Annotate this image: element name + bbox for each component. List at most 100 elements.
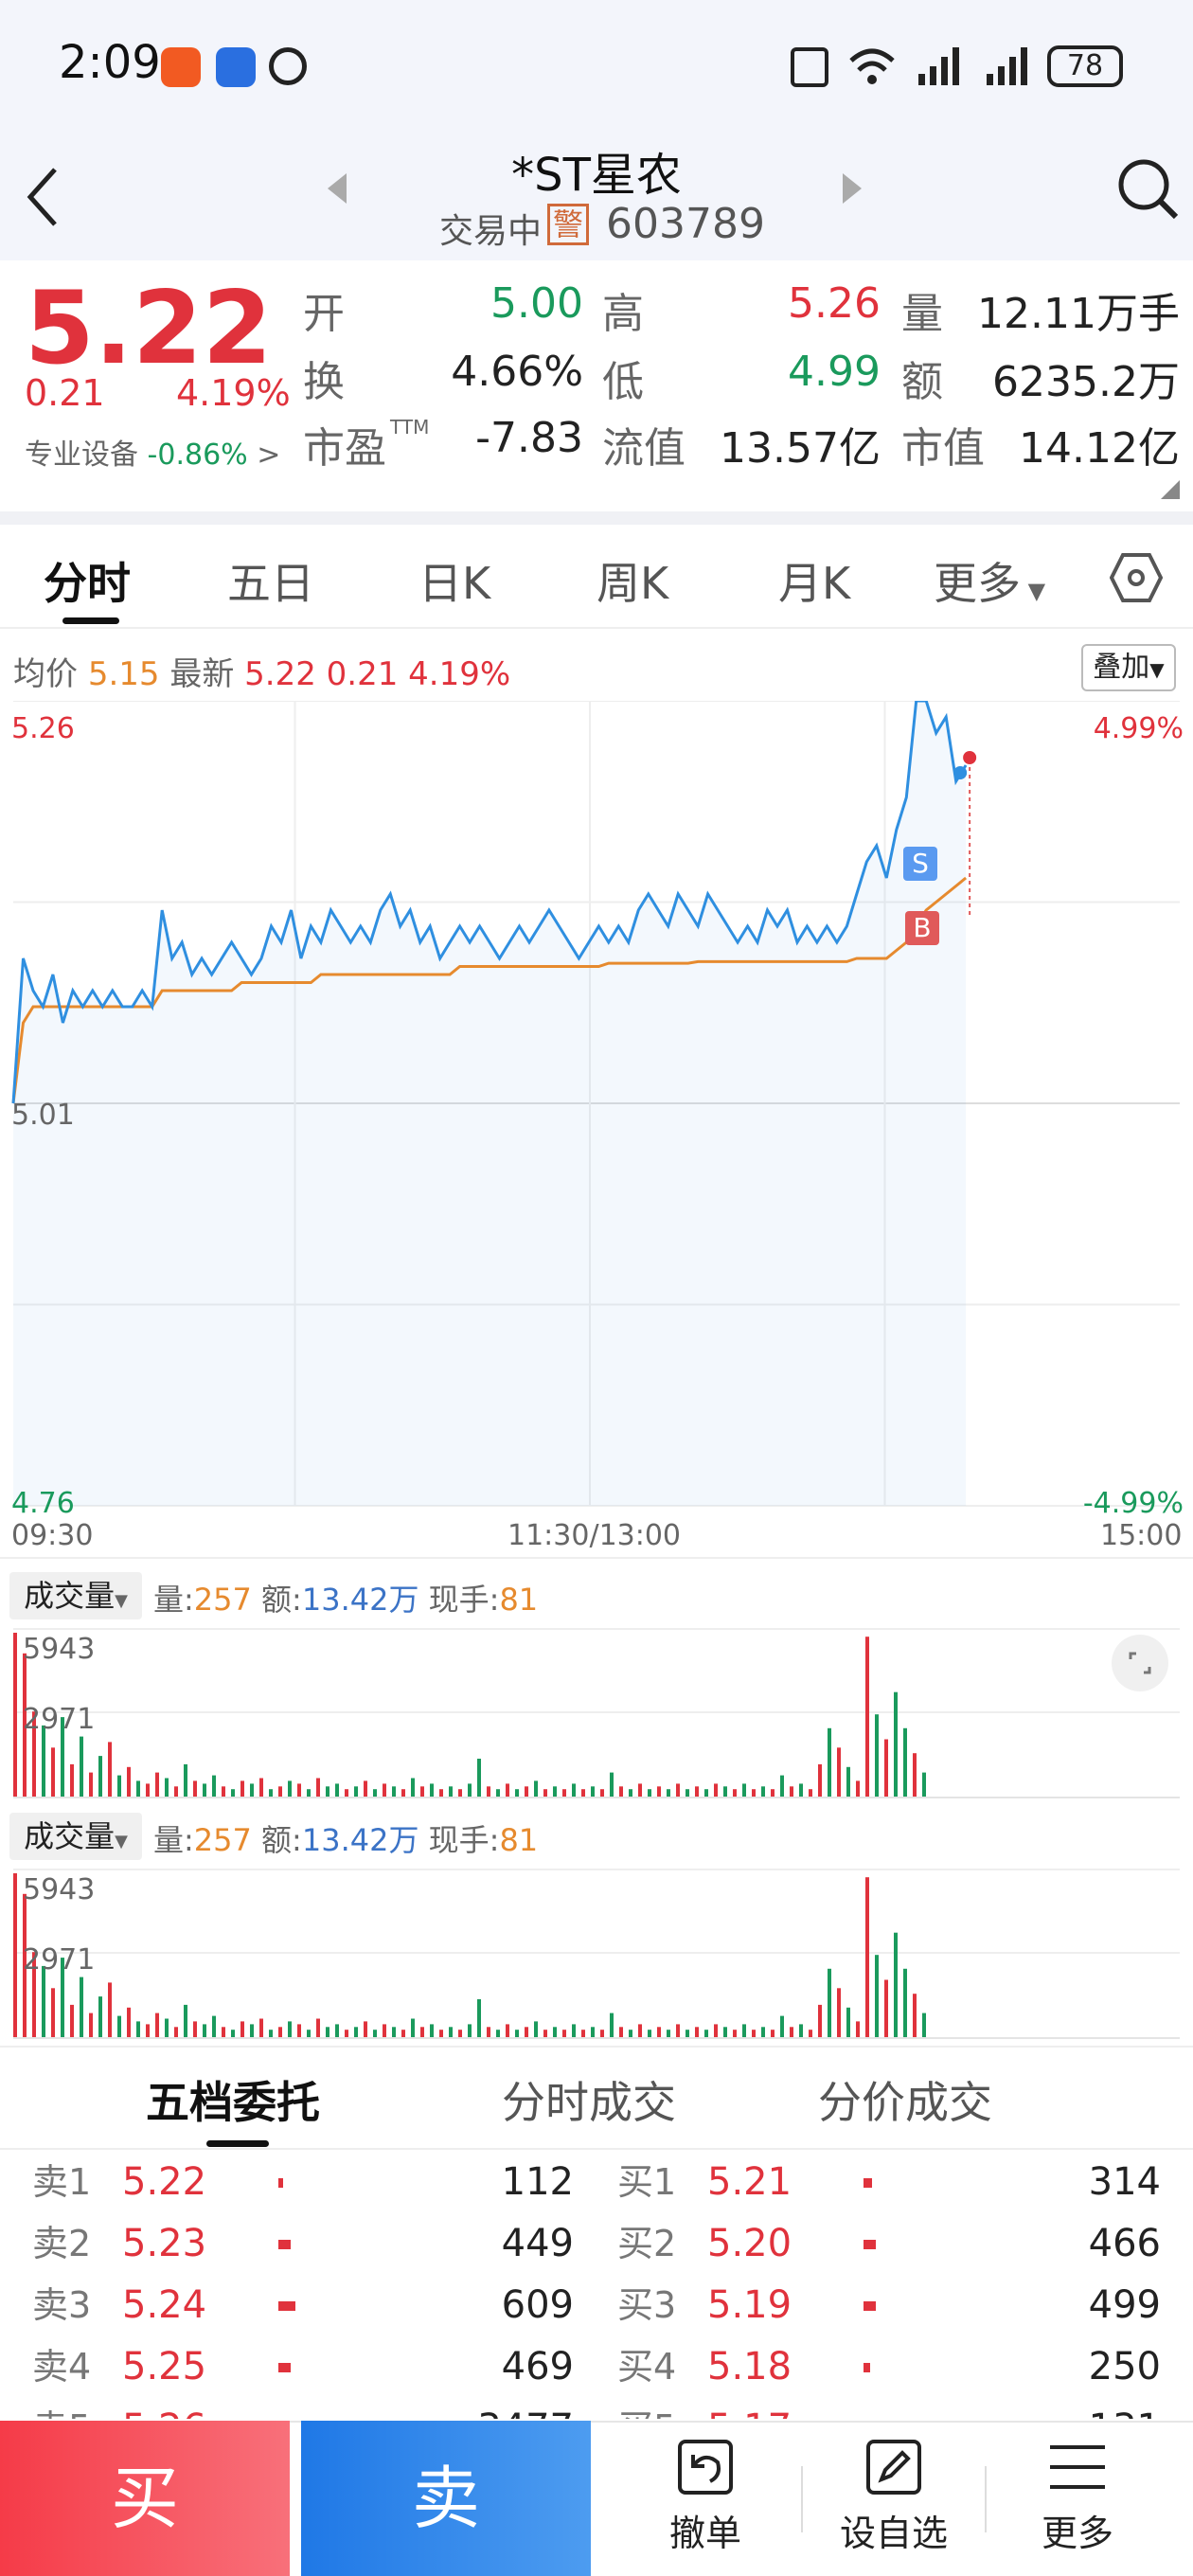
volume-bar [108,1742,112,1798]
tab-five-day[interactable]: 五日 [227,558,314,609]
buy-button[interactable]: 买 [0,2421,290,2576]
fullscreen-button[interactable] [1112,1635,1168,1691]
bid-level-row[interactable]: 买4 5.18 250 [617,2338,1161,2395]
volume-bar [449,1786,453,1798]
caret-down-icon: ▼ [115,1832,128,1852]
bid-level-row[interactable]: 买3 5.19 499 [617,2277,1161,2334]
volume-bar [648,2030,651,2038]
volume-bar [297,2024,301,2038]
vol-amt-value: 13.42万 [301,1822,419,1858]
volume-bar [496,1789,500,1798]
buy-marker[interactable]: B [905,911,939,945]
next-stock-icon[interactable] [841,171,864,206]
ask-level-row[interactable]: 卖1 5.22 112 [32,2154,574,2210]
add-watchlist-button[interactable]: 设自选 [828,2434,960,2567]
sell-marker[interactable]: S [903,847,937,881]
menu-icon [1050,2445,1105,2489]
volume-bar [667,1789,670,1798]
search-icon[interactable] [1115,156,1182,223]
volume-bar [686,1789,689,1798]
volume-bar [61,1958,64,2038]
volume-bar [922,2012,926,2038]
ask-level-row[interactable]: 卖4 5.25 469 [32,2338,574,2395]
volume-bar [553,2027,557,2038]
market-cap-label: 市值 [901,424,985,473]
level-label: 卖2 [32,2223,92,2264]
volume-indicator-dropdown[interactable]: 成交量▼ [9,1572,142,1619]
more-button[interactable]: 更多 [1011,2434,1144,2567]
vol-qty-label: 量: [153,1582,194,1618]
volume-bar [629,2030,632,2038]
volume-bar [297,1783,301,1798]
volume-indicator-dropdown[interactable]: 成交量▼ [9,1813,142,1860]
sector-pct: -0.86% [147,438,248,472]
level-price: 5.26 [122,2400,206,2419]
sector-link[interactable]: 专业设备 -0.86% > [25,431,280,473]
overlay-button[interactable]: 叠加▼ [1081,644,1176,691]
intraday-price-chart[interactable] [0,701,1193,1544]
volume-bar [307,2030,311,2038]
chart-info-line: 均价 5.15 最新 5.22 0.21 4.19% [13,648,510,694]
add-watchlist-label: 设自选 [839,2513,948,2554]
fullscreen-icon [1129,1652,1151,1674]
status-time: 2:09 [59,36,161,89]
level-depth-bar [864,2178,872,2188]
float-cap-value: 13.57亿 [720,424,881,473]
volume-bar [894,1932,898,2038]
trade-state: 交易中 [439,212,543,251]
volume-bar [155,2012,159,2038]
tab-order-book[interactable]: 五档委托 [146,2077,320,2128]
price-line [11,701,968,1104]
ask-level-row[interactable]: 卖3 5.24 609 [32,2277,574,2334]
prev-stock-icon[interactable] [326,171,348,206]
cancel-order-button[interactable]: 撤单 [625,2434,786,2567]
tab-intraday[interactable]: 分时 [44,558,131,609]
level-depth-bar [278,2240,292,2249]
volume-bar [108,1982,112,2038]
volume-bar [250,2024,254,2038]
tab-more[interactable]: 更多 ▼ [934,549,1045,612]
ask-level-row[interactable]: 卖5 5.26 3477 [32,2400,574,2419]
tab-monthly-k[interactable]: 月K [778,558,851,609]
volume-bar [477,1999,481,2038]
bid-level-row[interactable]: 买1 5.21 314 [617,2154,1161,2210]
tab-price-volume[interactable]: 分价成交 [818,2077,992,2128]
volume-bar [648,1789,651,1798]
level-price: 5.19 [707,2283,792,2327]
trade-dot [953,766,968,779]
volume-bar [610,1772,614,1798]
level-quantity: 499 [1088,2283,1161,2327]
tab-daily-k[interactable]: 日K [418,558,491,609]
sell-button[interactable]: 卖 [301,2421,591,2576]
volume-chart [13,1869,1180,2039]
bid-level-row[interactable]: 买5 5.17 131 [617,2400,1161,2419]
vol-qty-value: 257 [193,1822,252,1858]
status-bar: 2:09 78 [0,0,1193,137]
volume-bar [184,2004,187,2038]
volume-bar [98,1756,102,1798]
volume-bar [468,2024,472,2038]
tab-tick-trades[interactable]: 分时成交 [502,2077,676,2128]
volume-info-line: 量:257 额:13.42万 现手:81 [153,1816,538,1860]
volume-bar [326,2027,329,2038]
volume-bar [846,2007,850,2038]
vol-amt-value: 13.42万 [301,1582,419,1618]
vibrate-icon [791,47,828,87]
volume-bar [354,2027,358,2038]
volume-indicator-label: 成交量 [24,1818,116,1854]
volume-bar [875,1955,879,2038]
bid-level-row[interactable]: 买2 5.20 466 [617,2215,1161,2272]
back-arrow-icon[interactable] [23,164,61,230]
tab-weekly-k[interactable]: 周K [596,558,669,609]
settings-hexagon-icon[interactable] [1110,551,1163,604]
volume-bar [51,1988,55,2038]
volume-bar [42,1965,45,2038]
volume-bar [534,2021,538,2038]
quote-panel: 5.22 0.21 4.19% 专业设备 -0.86% > 开 5.00 高 5… [0,260,1193,511]
volume-bar [335,2024,339,2038]
level-label: 卖3 [32,2284,92,2326]
expand-corner-icon[interactable] [1161,480,1180,499]
volume-bar [80,1977,83,2038]
tab-more-label: 更多 [934,558,1021,609]
ask-level-row[interactable]: 卖2 5.23 449 [32,2215,574,2272]
